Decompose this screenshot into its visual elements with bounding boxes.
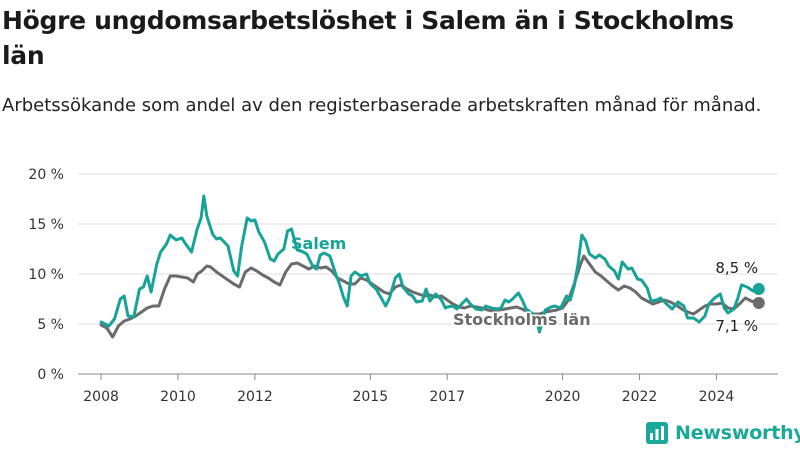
brand-name: Newsworthy [675, 422, 800, 444]
y-tick-label: 20 % [28, 167, 64, 183]
stockholm-end-point [752, 297, 765, 309]
chart-title: Högre ungdomsarbetslöshet i Salem än i S… [2, 6, 734, 70]
y-axis-tick-labels: 0 % 5 % 10 % 15 % 20 % [28, 167, 64, 383]
line-chart: 0 %5 %10 %15 %20 % 2008 2010 2012 2015 2017 2… [28, 167, 778, 405]
x-tick-label: 2010 [160, 389, 196, 405]
chart-subtitle: Arbetssökande som andel av den registerb… [2, 95, 762, 116]
x-tick-label: 2015 [352, 389, 388, 405]
x-tick-label: 2020 [545, 389, 581, 405]
x-tick-label: 2024 [699, 389, 735, 405]
x-axis-ticks: 2008 2010 2012 2015 2017 2020 2022 2024 [83, 374, 734, 405]
series-labels: Salem Stockholms län 8,5 % 7,1 % [291, 234, 758, 335]
series-lines [99, 194, 765, 339]
x-tick-label: 2008 [83, 389, 119, 405]
gridlines [78, 173, 778, 375]
newsworthy-logo: Newsworthy [645, 419, 800, 447]
y-tick-label: 5 % [37, 317, 64, 333]
x-tick-label: 2012 [237, 389, 273, 405]
stockholm-end-label: 7,1 % [715, 317, 758, 335]
y-tick-label: 0 % [37, 367, 64, 383]
x-tick-label: 2017 [429, 389, 465, 405]
salem-series-label: Salem [291, 234, 346, 253]
salem-end-label: 8,5 % [715, 259, 758, 277]
y-tick-label: 10 % [28, 267, 64, 283]
newsworthy-logo-icon [646, 422, 668, 444]
salem-end-point [752, 283, 765, 295]
salem-line [99, 194, 761, 334]
stockholm-series-label: Stockholms län [453, 310, 591, 329]
y-tick-label: 15 % [28, 217, 64, 233]
x-tick-label: 2022 [622, 389, 658, 405]
